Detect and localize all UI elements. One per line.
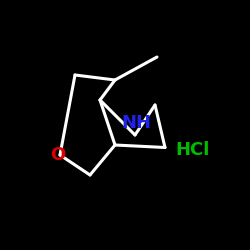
Text: NH: NH	[121, 114, 151, 132]
Text: O: O	[50, 146, 65, 164]
Text: HCl: HCl	[175, 141, 210, 159]
